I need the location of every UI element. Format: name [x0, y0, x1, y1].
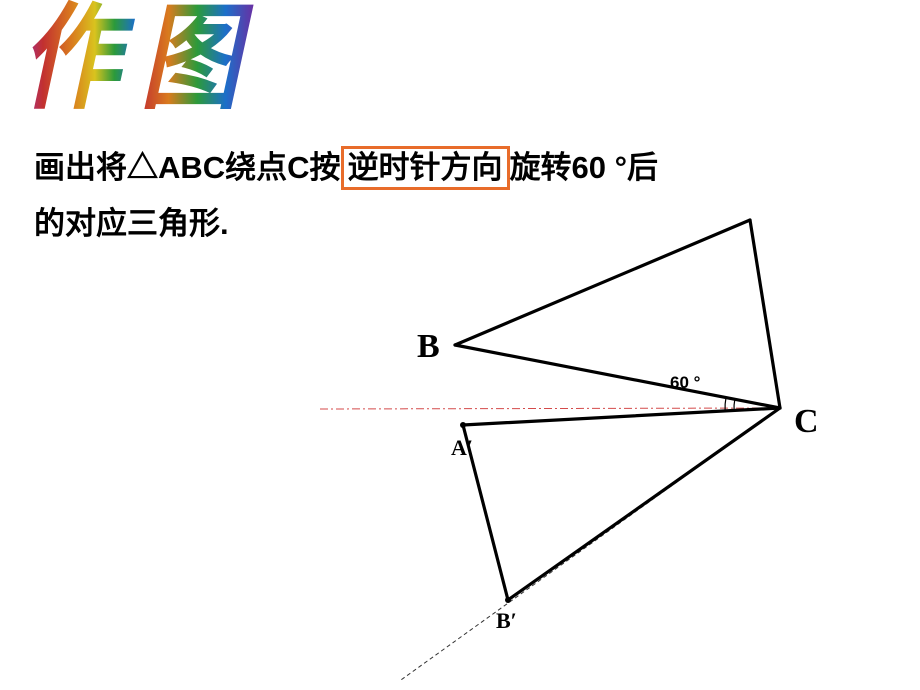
point-B-prime	[505, 597, 511, 603]
problem-mid: 旋转60 °后	[510, 150, 659, 185]
angle-arc	[725, 398, 726, 411]
title-char-2: 图	[140, 0, 254, 123]
geometry-diagram: A B C A′ B′ 60 °	[310, 210, 910, 680]
edge-B_prime-C	[508, 408, 780, 600]
title-char-1: 作	[20, 0, 135, 123]
angle-arc	[734, 399, 735, 410]
label-A: A	[742, 210, 767, 216]
edge-B-C	[455, 345, 780, 408]
label-B: B	[417, 328, 440, 365]
edge-A-B	[455, 220, 750, 345]
label-C: C	[794, 403, 819, 440]
title-svg: 作 图	[20, 0, 280, 132]
highlighted-direction: 逆时针方向	[341, 146, 510, 190]
page-title: 作图 作 图	[20, 5, 280, 148]
problem-line2: 的对应三角形.	[34, 206, 229, 241]
label-A_prime: A′	[451, 435, 473, 460]
edge-C-A_prime	[463, 408, 780, 425]
title-main: 作 图	[20, 0, 280, 159]
point-A-prime	[460, 422, 466, 428]
edge-C-A	[750, 220, 780, 408]
angle-label: 60 °	[670, 373, 701, 392]
problem-prefix: 画出将△ABC绕点C按	[34, 150, 341, 185]
construction-line-red	[320, 408, 780, 409]
label-B_prime: B′	[496, 608, 517, 633]
